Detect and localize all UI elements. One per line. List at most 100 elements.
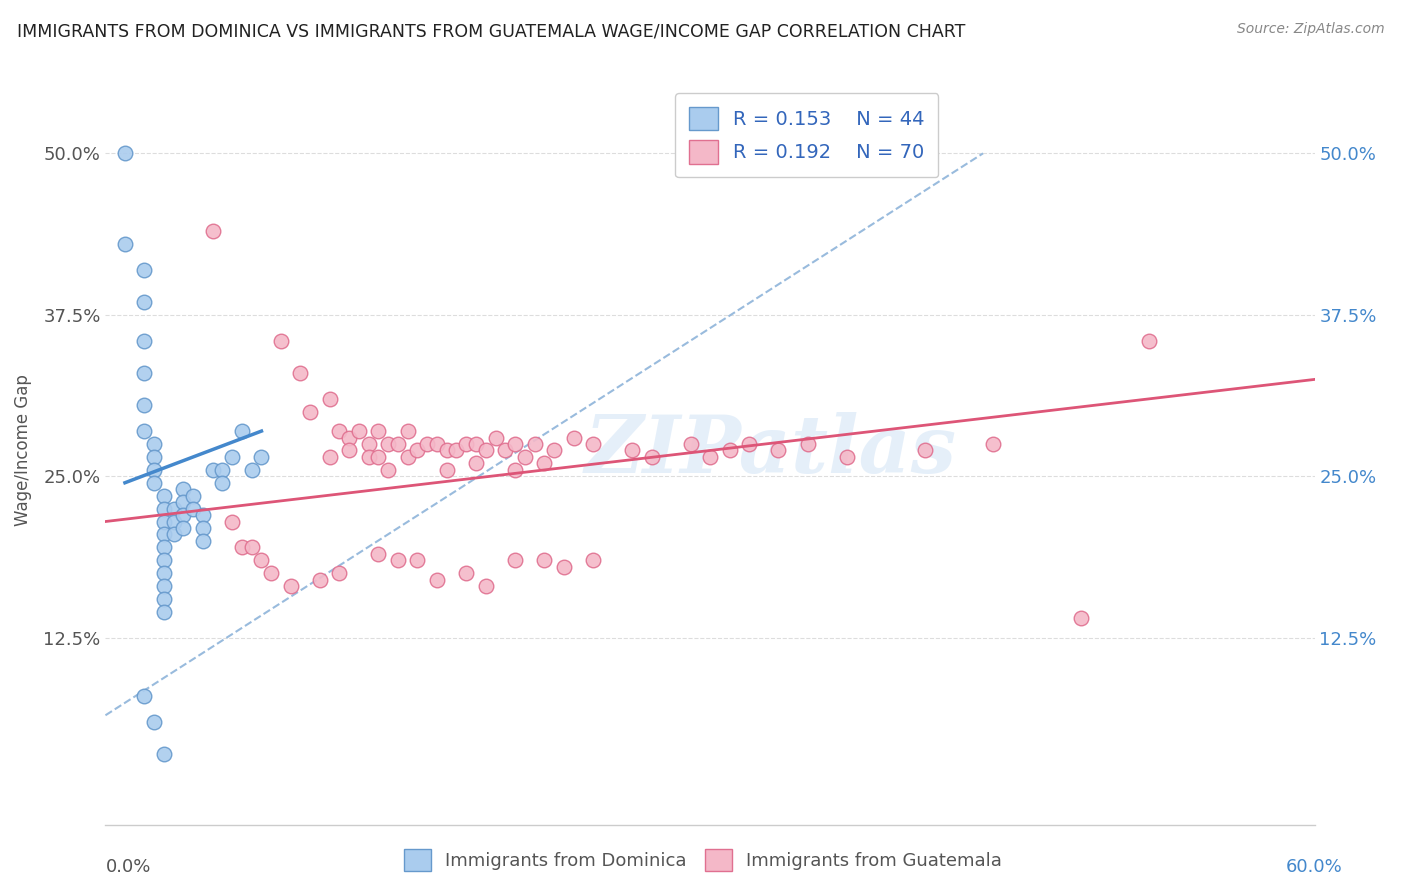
Point [503, 437, 526, 451]
Point [153, 489, 176, 503]
Point [337, 431, 360, 445]
Point [191, 533, 214, 548]
Point [640, 450, 662, 464]
Point [134, 294, 156, 309]
Point [134, 262, 156, 277]
Point [260, 566, 283, 581]
Point [768, 443, 790, 458]
Point [699, 450, 721, 464]
Point [299, 405, 322, 419]
Point [153, 579, 176, 593]
Point [319, 392, 342, 406]
Point [143, 463, 166, 477]
Point [582, 553, 605, 567]
Point [153, 527, 176, 541]
Point [240, 463, 263, 477]
Text: IMMIGRANTS FROM DOMINICA VS IMMIGRANTS FROM GUATEMALA WAGE/INCOME GAP CORRELATIO: IMMIGRANTS FROM DOMINICA VS IMMIGRANTS F… [17, 22, 966, 40]
Point [503, 463, 526, 477]
Point [406, 443, 429, 458]
Point [426, 573, 449, 587]
Point [221, 450, 243, 464]
Point [309, 573, 332, 587]
Point [474, 443, 496, 458]
Point [679, 437, 702, 451]
Point [172, 521, 194, 535]
Point [153, 747, 176, 761]
Point [231, 541, 253, 555]
Point [153, 515, 176, 529]
Text: ZIPatlas: ZIPatlas [585, 412, 956, 489]
Point [543, 443, 565, 458]
Point [981, 437, 1004, 451]
Point [465, 456, 488, 470]
Point [513, 450, 536, 464]
Point [367, 450, 389, 464]
Point [153, 592, 176, 607]
Point [181, 489, 204, 503]
Point [328, 566, 350, 581]
Point [134, 398, 156, 412]
Point [143, 437, 166, 451]
Point [446, 443, 468, 458]
Point [1137, 334, 1160, 348]
Point [357, 450, 380, 464]
Point [347, 424, 370, 438]
Text: 60.0%: 60.0% [1286, 858, 1343, 876]
Point [456, 566, 478, 581]
Point [143, 450, 166, 464]
Point [163, 515, 186, 529]
Point [738, 437, 761, 451]
Point [533, 456, 555, 470]
Point [153, 566, 176, 581]
Point [328, 424, 350, 438]
Point [337, 443, 360, 458]
Point [211, 463, 233, 477]
Point [211, 475, 233, 490]
Point [231, 424, 253, 438]
Point [562, 431, 585, 445]
Point [143, 475, 166, 490]
Point [250, 553, 273, 567]
Point [621, 443, 644, 458]
Point [474, 579, 496, 593]
Point [1070, 611, 1092, 625]
Point [172, 482, 194, 496]
Point [240, 541, 263, 555]
Point [377, 463, 399, 477]
Point [134, 366, 156, 380]
Point [436, 443, 458, 458]
Point [406, 553, 429, 567]
Point [523, 437, 546, 451]
Point [553, 559, 575, 574]
Point [796, 437, 818, 451]
Point [494, 443, 516, 458]
Point [377, 437, 399, 451]
Point [201, 463, 224, 477]
Point [191, 508, 214, 522]
Point [191, 521, 214, 535]
Point [456, 437, 478, 451]
Point [163, 501, 186, 516]
Point [134, 334, 156, 348]
Point [114, 236, 136, 251]
Point [172, 495, 194, 509]
Point [426, 437, 449, 451]
Point [436, 463, 458, 477]
Point [134, 424, 156, 438]
Point [367, 547, 389, 561]
Point [484, 431, 506, 445]
Point [153, 541, 176, 555]
Text: 0.0%: 0.0% [105, 858, 150, 876]
Point [221, 515, 243, 529]
Point [143, 714, 166, 729]
Legend: Immigrants from Dominica, Immigrants from Guatemala: Immigrants from Dominica, Immigrants fro… [396, 842, 1010, 879]
Point [396, 450, 419, 464]
Point [270, 334, 292, 348]
Point [250, 450, 273, 464]
Point [181, 501, 204, 516]
Point [153, 501, 176, 516]
Point [416, 437, 439, 451]
Point [835, 450, 858, 464]
Legend: R = 0.153    N = 44, R = 0.192    N = 70: R = 0.153 N = 44, R = 0.192 N = 70 [675, 93, 938, 178]
Y-axis label: Wage/Income Gap: Wage/Income Gap [14, 375, 32, 526]
